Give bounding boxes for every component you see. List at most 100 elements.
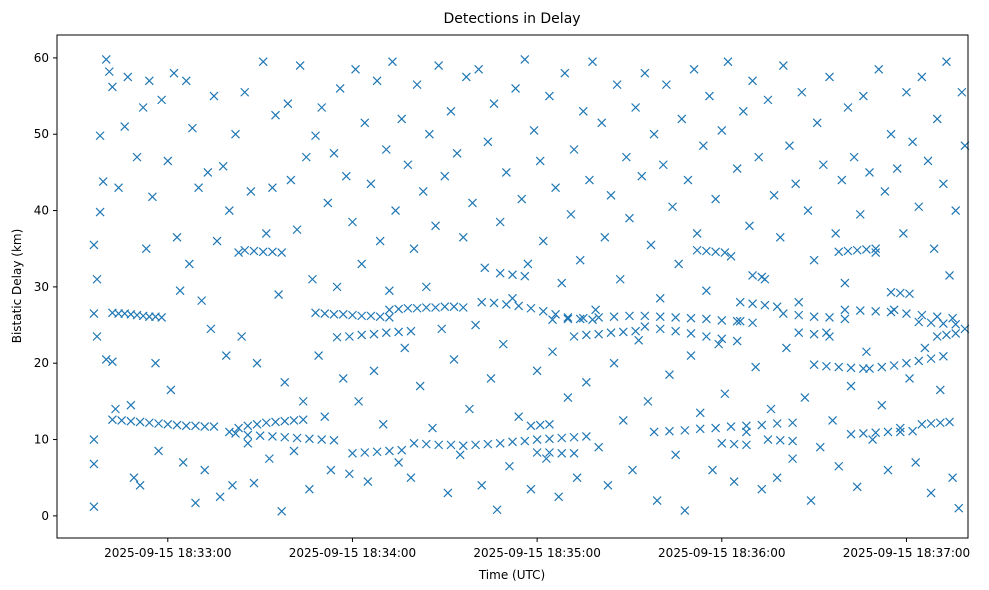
noise-point-180 [628,465,637,475]
track-point-29 [298,415,308,425]
track-point-191 [883,427,893,437]
noise-point-267 [895,423,905,433]
track-point-185 [917,310,927,320]
track-point-95 [551,309,561,319]
noise-point-87 [341,171,351,181]
track-point-196 [889,361,899,370]
track-point-99 [495,268,505,278]
noise-point-73 [298,396,308,406]
noise-point-240 [812,118,822,128]
noise-point-224 [763,95,773,105]
track-point-62 [372,447,382,457]
noise-point-215 [735,316,745,326]
noise-point-131 [477,480,487,490]
noise-point-132 [480,263,490,273]
noise-point-33 [172,232,182,242]
noise-point-38 [187,123,197,133]
y-tick-label-0: 0 [41,509,49,523]
noise-point-195 [674,259,684,269]
noise-point-10 [101,55,111,64]
noise-point-184 [640,68,650,78]
noise-point-110 [412,80,422,90]
track-point-170 [809,360,819,370]
track-point-206 [938,319,948,328]
noise-point-101 [384,286,394,296]
x-tick-label-4: 2025-09-15 18:37:00 [843,546,970,560]
track-point-202 [895,288,905,298]
noise-point-48 [218,161,228,171]
noise-point-174 [609,358,619,368]
noise-point-270 [905,374,914,383]
noise-point-91 [354,396,364,406]
noise-point-219 [748,76,757,86]
noise-point-20 [129,473,139,483]
noise-point-2 [89,309,99,319]
noise-point-163 [575,255,585,265]
noise-point-4 [89,435,99,444]
track-point-69 [421,303,431,312]
noise-point-106 [400,343,410,353]
noise-point-82 [326,465,336,475]
noise-point-62 [264,454,274,464]
track-point-177 [852,245,862,255]
noise-point-187 [649,129,659,139]
track-point-212 [932,332,942,341]
track-point-201 [886,287,896,297]
track-point-109 [548,315,557,325]
noise-point-188 [652,496,662,506]
noise-point-61 [261,229,271,238]
noise-point-250 [843,103,853,112]
track-point-178 [862,245,871,254]
noise-point-71 [292,225,302,235]
noise-point-122 [449,354,459,364]
track-point-72 [449,302,459,312]
noise-point-176 [615,274,625,284]
track-point-167 [794,328,804,338]
track-point-15 [163,419,173,429]
noise-point-119 [440,171,450,181]
noise-point-198 [683,175,693,185]
track-point-192 [895,427,905,437]
noise-point-238 [806,496,816,506]
track-point-168 [809,329,819,339]
noise-point-172 [603,480,613,490]
track-point-33 [268,432,277,441]
track-point-40 [249,246,259,256]
noise-point-276 [923,156,933,166]
noise-point-125 [458,232,468,242]
track-point-12 [135,417,145,427]
track-point-105 [532,448,542,457]
track-point-127 [732,316,742,326]
noise-point-57 [246,187,256,196]
track-point-75 [421,439,431,449]
noise-point-14 [107,357,117,367]
track-point-74 [409,438,419,448]
noise-point-239 [809,255,819,265]
track-point-112 [594,312,604,322]
track-point-73 [458,303,468,312]
noise-point-130 [474,64,484,74]
track-point-211 [945,417,954,427]
track-point-45 [320,309,330,319]
track-point-147 [701,246,711,256]
noise-point-116 [431,221,440,231]
track-point-172 [834,362,844,372]
noise-point-140 [504,461,514,471]
noise-point-218 [745,221,754,231]
noise-point-93 [360,118,370,128]
noise-point-171 [600,232,610,242]
track-point-97 [575,314,585,324]
y-tick-label-1: 10 [34,433,49,447]
track-point-149 [720,248,730,257]
track-point-71 [440,302,450,312]
noise-point-204 [701,286,711,296]
noise-point-165 [581,377,591,387]
noise-point-108 [406,473,416,483]
noise-point-197 [680,506,690,515]
noise-point-105 [397,114,407,124]
track-point-134 [717,334,727,344]
noise-point-0 [89,240,99,250]
noise-point-36 [181,76,191,86]
track-point-67 [403,303,413,313]
